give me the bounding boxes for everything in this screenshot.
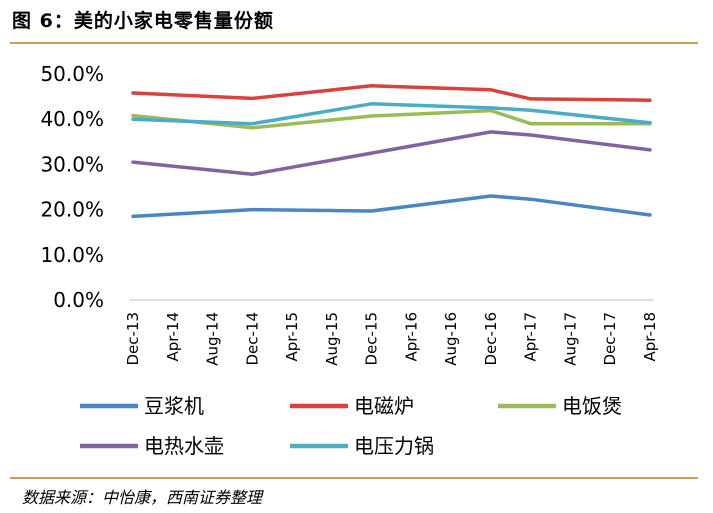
x-tick-label: Aug-16	[442, 312, 460, 366]
top-rule	[10, 42, 698, 44]
x-tick-label: Aug-17	[561, 312, 579, 366]
x-tick-label: Dec-17	[601, 312, 619, 366]
bottom-rule	[10, 477, 698, 479]
x-tick-label: Apr-18	[641, 312, 659, 362]
legend-label: 电饭煲	[562, 394, 622, 418]
plot-area: 0.0% 10.0% 20.0% 30.0% 40.0% 50.0% Dec-13 Apr-1…	[40, 62, 659, 366]
x-tick-label: Dec-15	[363, 312, 381, 366]
legend-label: 电热水壶	[144, 434, 224, 458]
x-tick-label: Dec-16	[482, 312, 500, 366]
y-tick-label: 40.0%	[40, 107, 104, 131]
figure-title: 图 6：美的小家电零售量份额	[12, 10, 274, 32]
x-tick-label: Apr-16	[402, 312, 420, 362]
legend-label: 电磁炉	[354, 394, 414, 418]
y-tick-label: 10.0%	[40, 243, 104, 267]
series-line-豆浆机	[131, 194, 652, 219]
x-tick-label: Apr-14	[164, 312, 182, 362]
source-note: 数据来源：中怡康，西南证券整理	[22, 488, 263, 507]
x-tick-label: Apr-17	[522, 312, 540, 362]
y-tick-label: 0.0%	[53, 288, 104, 312]
series-line-电热水壶	[131, 130, 652, 177]
y-tick-label: 20.0%	[40, 198, 104, 222]
series-line-电压力锅	[131, 102, 652, 126]
x-tick-label: Dec-13	[124, 312, 142, 366]
legend-label: 电压力锅	[354, 434, 434, 458]
legend-label: 豆浆机	[144, 394, 204, 418]
x-tick-label: Dec-14	[243, 312, 261, 366]
x-tick-label: Aug-14	[204, 312, 222, 366]
y-tick-label: 50.0%	[40, 62, 104, 86]
x-tick-label: Apr-15	[283, 312, 301, 362]
x-tick-label: Aug-15	[323, 312, 341, 366]
series-line-电饭煲	[131, 108, 652, 130]
y-tick-label: 30.0%	[40, 152, 104, 176]
line-chart: 0.0% 10.0% 20.0% 30.0% 40.0% 50.0% Dec-13 Apr-1…	[40, 62, 659, 458]
series-line-电磁炉	[131, 84, 652, 102]
